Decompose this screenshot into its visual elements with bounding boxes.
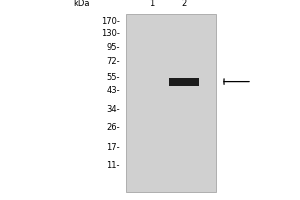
- Text: 2: 2: [182, 0, 187, 8]
- Text: 17-: 17-: [106, 142, 120, 152]
- Text: 170-: 170-: [101, 17, 120, 25]
- Text: 1: 1: [149, 0, 154, 8]
- Text: 43-: 43-: [106, 86, 120, 95]
- Text: 95-: 95-: [106, 43, 120, 51]
- Text: 26-: 26-: [106, 122, 120, 132]
- Bar: [169, 78, 200, 86]
- Text: 72-: 72-: [106, 56, 120, 66]
- Text: kDa: kDa: [74, 0, 90, 8]
- Text: 55-: 55-: [106, 72, 120, 82]
- Text: 34-: 34-: [106, 104, 120, 114]
- Bar: [126, 14, 216, 192]
- Text: 11-: 11-: [106, 160, 120, 170]
- Text: 130-: 130-: [101, 28, 120, 38]
